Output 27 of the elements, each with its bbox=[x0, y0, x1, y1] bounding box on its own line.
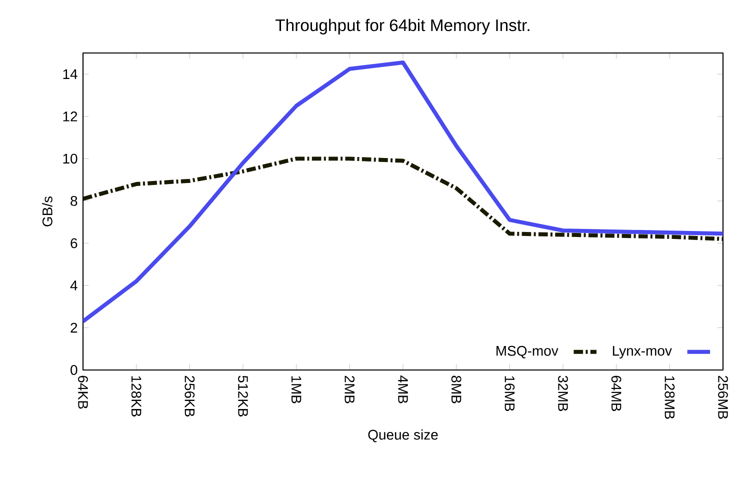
y-tick-label: 14 bbox=[63, 69, 78, 79]
y-tick-label: 12 bbox=[63, 112, 78, 122]
x-tick-label: 1MB bbox=[292, 376, 302, 404]
y-tick-label: 6 bbox=[70, 238, 78, 248]
x-tick-label: 128MB bbox=[664, 376, 675, 419]
x-tick-label: 4MB bbox=[398, 376, 408, 404]
x-tick-label: 8MB bbox=[451, 376, 462, 404]
y-tick-label: 8 bbox=[70, 196, 78, 206]
chart-title: Throughput for 64bit Memory Instr. bbox=[276, 18, 530, 34]
legend-label: Lynx-mov bbox=[612, 346, 672, 359]
x-tick-label: 128KB bbox=[131, 376, 142, 416]
legend-label: MSQ-mov bbox=[496, 346, 558, 358]
x-tick-label: 64MB bbox=[611, 376, 622, 412]
x-tick-label: 256KB bbox=[184, 376, 195, 416]
x-tick-label: 512KB bbox=[238, 376, 248, 416]
y-tick-label: 0 bbox=[70, 365, 78, 375]
y-tick-label: 4 bbox=[70, 280, 78, 290]
y-axis-title: GB/s bbox=[42, 196, 52, 226]
x-axis-title: Queue size bbox=[368, 429, 438, 442]
y-tick-label: 2 bbox=[70, 322, 78, 333]
x-tick-label: 16MB bbox=[504, 376, 515, 412]
x-tick-label: 64KB bbox=[78, 376, 88, 409]
x-tick-label: 2MB bbox=[344, 376, 355, 404]
x-tick-label: 32MB bbox=[558, 376, 568, 412]
y-tick-label: 10 bbox=[63, 154, 78, 164]
x-tick-label: 256MB bbox=[718, 376, 728, 419]
line-series bbox=[83, 156, 724, 241]
